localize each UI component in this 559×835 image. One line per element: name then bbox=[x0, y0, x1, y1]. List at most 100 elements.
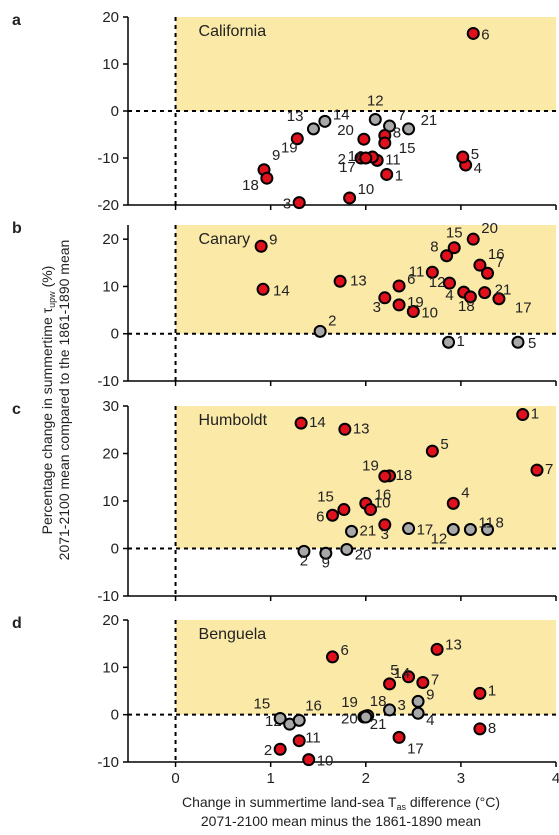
x-axis-title: Change in summertime land-sea Tas differ… bbox=[182, 794, 500, 812]
data-point-7 bbox=[481, 266, 495, 280]
point-label-7: 7 bbox=[496, 254, 504, 271]
data-point-13 bbox=[306, 122, 320, 136]
point-label-1: 1 bbox=[457, 333, 465, 350]
y-axis-title-main: Percentage change in summertime τ bbox=[39, 307, 55, 534]
point-label-21: 21 bbox=[360, 522, 377, 539]
point-label-7: 7 bbox=[398, 107, 406, 124]
point-label-14: 14 bbox=[309, 414, 326, 431]
y-tick-label: -20 bbox=[97, 197, 119, 214]
data-point-17 bbox=[392, 730, 406, 744]
point-label-18: 18 bbox=[370, 693, 387, 710]
data-point-9 bbox=[411, 694, 425, 708]
data-point-7 bbox=[416, 675, 430, 689]
panel-letter: d bbox=[12, 615, 22, 632]
point-label-9: 9 bbox=[322, 554, 330, 571]
y-axis-title-unit: (%) bbox=[39, 266, 55, 292]
x-tick-label: 1 bbox=[266, 770, 274, 787]
point-label-14: 14 bbox=[394, 665, 411, 682]
point-label-17: 17 bbox=[407, 740, 424, 757]
point-label-1: 1 bbox=[488, 682, 496, 699]
point-label-15: 15 bbox=[399, 140, 416, 157]
data-point-9 bbox=[319, 546, 333, 560]
y-axis-title: Percentage change in summertime τupw (%) bbox=[39, 266, 57, 535]
data-point-18 bbox=[463, 290, 477, 304]
data-point-9 bbox=[254, 239, 268, 253]
data-point-5 bbox=[425, 444, 439, 458]
data-point-5 bbox=[511, 335, 525, 349]
data-point-16 bbox=[364, 503, 378, 517]
data-point-14 bbox=[383, 677, 397, 691]
y-tick-label: -10 bbox=[97, 754, 119, 771]
y-tick-label: 0 bbox=[111, 103, 119, 120]
point-label-20: 20 bbox=[341, 711, 358, 728]
data-point-17 bbox=[359, 151, 373, 165]
point-label-20: 20 bbox=[337, 122, 354, 139]
point-label-9: 9 bbox=[426, 686, 434, 703]
x-tick-label: 4 bbox=[552, 770, 559, 787]
point-label-14: 14 bbox=[273, 282, 290, 299]
panel-letter: b bbox=[12, 220, 22, 237]
y-tick-label: 0 bbox=[111, 541, 119, 558]
y-tick-label: 20 bbox=[102, 231, 119, 248]
data-point-14 bbox=[318, 114, 332, 128]
data-point-3 bbox=[378, 518, 392, 532]
data-point-6 bbox=[325, 508, 339, 522]
data-point-1 bbox=[380, 167, 394, 181]
y-tick-label: 0 bbox=[111, 707, 119, 724]
positive-quadrant-shade bbox=[175, 406, 557, 549]
panel-letter: c bbox=[12, 401, 21, 418]
positive-quadrant-shade bbox=[175, 17, 557, 111]
data-point-3 bbox=[378, 291, 392, 305]
data-point-15 bbox=[378, 136, 392, 150]
point-label-7: 7 bbox=[431, 671, 439, 688]
x-axis-title-main: Change in summertime land-sea T bbox=[182, 794, 397, 810]
x-axis-title-unit: difference (°C) bbox=[406, 794, 500, 810]
data-point-15 bbox=[447, 241, 461, 255]
point-label-12: 12 bbox=[429, 274, 446, 291]
data-point-3 bbox=[383, 703, 397, 717]
y-tick-label: 10 bbox=[102, 56, 119, 73]
point-label-3: 3 bbox=[373, 299, 381, 316]
point-label-8: 8 bbox=[488, 720, 496, 737]
point-label-21: 21 bbox=[495, 282, 512, 299]
region-name: Canary bbox=[199, 231, 251, 248]
point-label-17: 17 bbox=[339, 159, 356, 176]
data-point-15 bbox=[337, 503, 351, 517]
data-point-13 bbox=[338, 422, 352, 436]
data-point-11 bbox=[425, 265, 439, 279]
y-axis-title-subscript: upw bbox=[47, 291, 57, 308]
data-point-17 bbox=[492, 292, 506, 306]
y-tick-label: -10 bbox=[97, 150, 119, 167]
x-tick-label: 0 bbox=[171, 770, 179, 787]
point-label-20: 20 bbox=[481, 220, 498, 237]
point-label-2: 2 bbox=[328, 312, 336, 329]
point-label-15: 15 bbox=[253, 695, 270, 712]
data-point-13 bbox=[333, 274, 347, 288]
region-name: Benguela bbox=[199, 626, 267, 643]
point-label-5: 5 bbox=[390, 662, 398, 679]
point-label-2: 2 bbox=[338, 151, 346, 168]
panel-letter: a bbox=[12, 12, 21, 29]
point-label-17: 17 bbox=[515, 300, 532, 317]
data-point-14 bbox=[294, 416, 308, 430]
x-axis-title-subscript: as bbox=[396, 802, 406, 812]
point-label-13: 13 bbox=[353, 420, 370, 437]
data-point-16 bbox=[473, 258, 487, 272]
data-point-19 bbox=[290, 132, 304, 146]
x-axis-title-line2: 2071-2100 mean minus the 1861-1890 mean bbox=[201, 813, 481, 829]
point-label-21: 21 bbox=[370, 716, 387, 733]
point-label-3: 3 bbox=[398, 697, 406, 714]
y-tick-label: 20 bbox=[102, 446, 119, 463]
point-label-20: 20 bbox=[355, 546, 372, 563]
point-label-4: 4 bbox=[461, 484, 469, 501]
point-label-15: 15 bbox=[446, 225, 463, 242]
y-tick-label: 0 bbox=[111, 326, 119, 343]
x-tick-label: 3 bbox=[457, 770, 465, 787]
point-label-13: 13 bbox=[445, 636, 462, 653]
data-point-2 bbox=[297, 544, 311, 558]
data-point-10 bbox=[406, 305, 420, 319]
point-label-18: 18 bbox=[458, 298, 475, 315]
